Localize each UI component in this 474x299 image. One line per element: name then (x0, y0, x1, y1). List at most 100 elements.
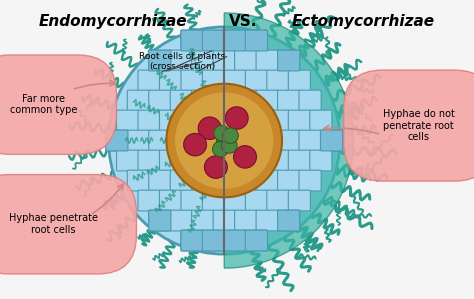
FancyBboxPatch shape (246, 230, 267, 251)
Polygon shape (224, 13, 354, 268)
FancyBboxPatch shape (202, 70, 225, 91)
FancyBboxPatch shape (149, 170, 171, 191)
FancyBboxPatch shape (213, 210, 235, 231)
Ellipse shape (166, 84, 282, 197)
FancyBboxPatch shape (278, 50, 300, 71)
FancyBboxPatch shape (106, 130, 128, 151)
FancyBboxPatch shape (288, 190, 310, 211)
FancyBboxPatch shape (224, 30, 246, 51)
Ellipse shape (225, 107, 248, 129)
FancyBboxPatch shape (320, 130, 343, 151)
FancyBboxPatch shape (149, 50, 171, 71)
FancyBboxPatch shape (170, 50, 192, 71)
FancyBboxPatch shape (224, 30, 246, 51)
FancyBboxPatch shape (246, 150, 267, 171)
FancyBboxPatch shape (267, 70, 289, 91)
FancyBboxPatch shape (310, 150, 332, 171)
FancyBboxPatch shape (128, 90, 149, 111)
FancyBboxPatch shape (202, 190, 225, 211)
FancyBboxPatch shape (246, 30, 267, 51)
FancyBboxPatch shape (256, 90, 278, 111)
FancyBboxPatch shape (299, 130, 321, 151)
FancyBboxPatch shape (181, 30, 203, 51)
Text: Root cells of plants
(cross-section): Root cells of plants (cross-section) (139, 52, 226, 71)
FancyBboxPatch shape (149, 90, 171, 111)
FancyBboxPatch shape (181, 230, 203, 251)
FancyBboxPatch shape (117, 150, 139, 171)
FancyBboxPatch shape (159, 190, 182, 211)
FancyBboxPatch shape (138, 110, 160, 131)
FancyBboxPatch shape (202, 230, 225, 251)
Text: Far more
common type: Far more common type (10, 94, 78, 115)
FancyBboxPatch shape (310, 110, 332, 131)
FancyBboxPatch shape (191, 130, 214, 151)
FancyBboxPatch shape (149, 130, 171, 151)
FancyBboxPatch shape (138, 70, 160, 91)
Ellipse shape (175, 92, 273, 189)
FancyBboxPatch shape (235, 170, 257, 191)
FancyBboxPatch shape (278, 50, 300, 71)
FancyBboxPatch shape (202, 30, 225, 51)
FancyBboxPatch shape (246, 70, 267, 91)
FancyBboxPatch shape (288, 110, 310, 131)
FancyBboxPatch shape (278, 210, 300, 231)
FancyBboxPatch shape (149, 210, 171, 231)
FancyBboxPatch shape (235, 210, 257, 231)
FancyBboxPatch shape (246, 110, 267, 131)
FancyBboxPatch shape (202, 110, 225, 131)
FancyBboxPatch shape (106, 130, 128, 151)
FancyBboxPatch shape (149, 210, 171, 231)
FancyBboxPatch shape (191, 90, 214, 111)
FancyBboxPatch shape (181, 190, 203, 211)
Ellipse shape (109, 27, 340, 254)
Ellipse shape (216, 133, 232, 148)
FancyBboxPatch shape (191, 170, 214, 191)
FancyBboxPatch shape (181, 70, 203, 91)
FancyBboxPatch shape (202, 150, 225, 171)
FancyBboxPatch shape (159, 150, 182, 171)
FancyBboxPatch shape (246, 190, 267, 211)
FancyBboxPatch shape (256, 170, 278, 191)
Ellipse shape (214, 125, 229, 141)
FancyBboxPatch shape (213, 170, 235, 191)
FancyBboxPatch shape (191, 210, 214, 231)
FancyBboxPatch shape (224, 230, 246, 251)
FancyBboxPatch shape (256, 130, 278, 151)
FancyBboxPatch shape (117, 110, 139, 131)
FancyBboxPatch shape (170, 210, 192, 231)
FancyBboxPatch shape (235, 90, 257, 111)
FancyBboxPatch shape (235, 50, 257, 71)
Text: Ectomycorrhizae: Ectomycorrhizae (292, 14, 435, 29)
FancyBboxPatch shape (170, 170, 192, 191)
Ellipse shape (183, 133, 207, 156)
FancyBboxPatch shape (224, 190, 246, 211)
Ellipse shape (234, 146, 256, 168)
FancyBboxPatch shape (224, 110, 246, 131)
FancyBboxPatch shape (267, 110, 289, 131)
FancyBboxPatch shape (170, 90, 192, 111)
FancyBboxPatch shape (299, 170, 321, 191)
FancyBboxPatch shape (224, 150, 246, 171)
FancyBboxPatch shape (181, 110, 203, 131)
FancyBboxPatch shape (213, 90, 235, 111)
FancyBboxPatch shape (235, 130, 257, 151)
FancyBboxPatch shape (202, 230, 225, 251)
FancyBboxPatch shape (213, 50, 235, 71)
Ellipse shape (198, 117, 221, 140)
FancyBboxPatch shape (181, 230, 203, 251)
FancyBboxPatch shape (170, 130, 192, 151)
Text: Hyphae do not
penetrate root
cells: Hyphae do not penetrate root cells (383, 109, 455, 142)
Ellipse shape (221, 138, 237, 153)
FancyBboxPatch shape (288, 150, 310, 171)
Ellipse shape (212, 141, 228, 157)
FancyBboxPatch shape (149, 50, 171, 71)
FancyBboxPatch shape (256, 210, 278, 231)
FancyBboxPatch shape (246, 30, 267, 51)
FancyBboxPatch shape (213, 130, 235, 151)
Ellipse shape (204, 156, 228, 179)
FancyBboxPatch shape (278, 210, 300, 231)
FancyBboxPatch shape (267, 190, 289, 211)
FancyBboxPatch shape (267, 150, 289, 171)
FancyBboxPatch shape (256, 50, 278, 71)
FancyBboxPatch shape (224, 70, 246, 91)
